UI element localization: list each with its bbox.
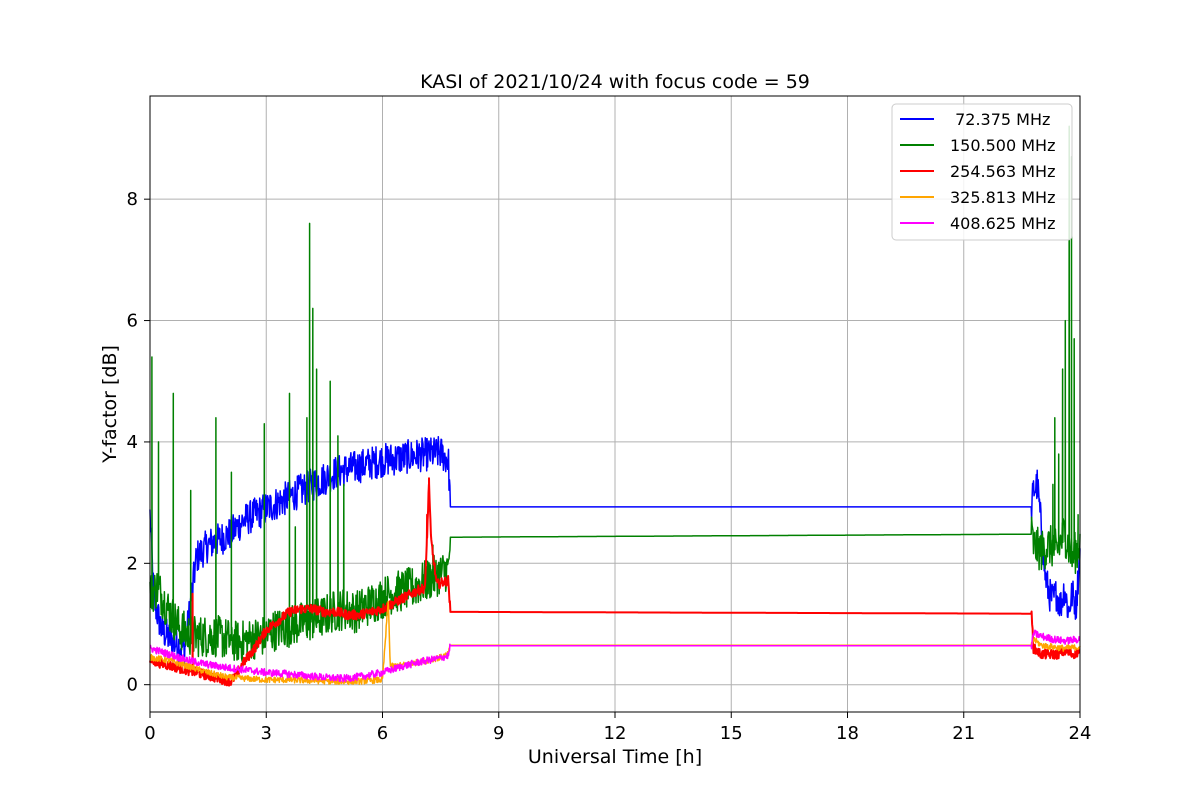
legend-label-3: 325.813 MHz xyxy=(950,188,1055,207)
x-tick-label-2: 6 xyxy=(377,723,388,744)
x-tick-label-4: 12 xyxy=(604,723,627,744)
y-tick-label-2: 4 xyxy=(127,432,138,453)
series-line-1 xyxy=(149,125,1081,662)
legend-label-1: 150.500 MHz xyxy=(950,136,1055,155)
legend-box xyxy=(891,103,1073,241)
series-line-0 xyxy=(149,435,1081,666)
x-tick-label-7: 21 xyxy=(952,723,975,744)
legend-label-4: 408.625 MHz xyxy=(950,214,1055,233)
legend: 72.375 MHz 150.500 MHz 254.563 MHz 325.813 … xyxy=(891,103,1073,241)
series-line-2 xyxy=(149,477,1081,687)
legend-label-0: 72.375 MHz xyxy=(950,110,1050,129)
x-tick-label-6: 18 xyxy=(836,723,859,744)
x-axis-label: Universal Time [h] xyxy=(528,746,702,768)
y-tick-label-3: 6 xyxy=(127,311,138,332)
x-tick-label-8: 24 xyxy=(1069,723,1092,744)
y-tick-label-0: 0 xyxy=(127,675,138,696)
chart-title: KASI of 2021/10/24 with focus code = 59 xyxy=(420,71,810,93)
series-lines xyxy=(149,125,1081,687)
series-line-4 xyxy=(149,629,1081,683)
x-tick-label-5: 15 xyxy=(720,723,743,744)
y-tick-label-4: 8 xyxy=(127,189,138,210)
x-tick-label-1: 3 xyxy=(261,723,272,744)
y-tick-label-1: 2 xyxy=(127,553,138,574)
y-axis-label: Y-factor [dB] xyxy=(99,345,121,464)
x-tick-label-0: 0 xyxy=(144,723,155,744)
x-tick-label-3: 9 xyxy=(493,723,504,744)
legend-label-2: 254.563 MHz xyxy=(950,162,1055,181)
